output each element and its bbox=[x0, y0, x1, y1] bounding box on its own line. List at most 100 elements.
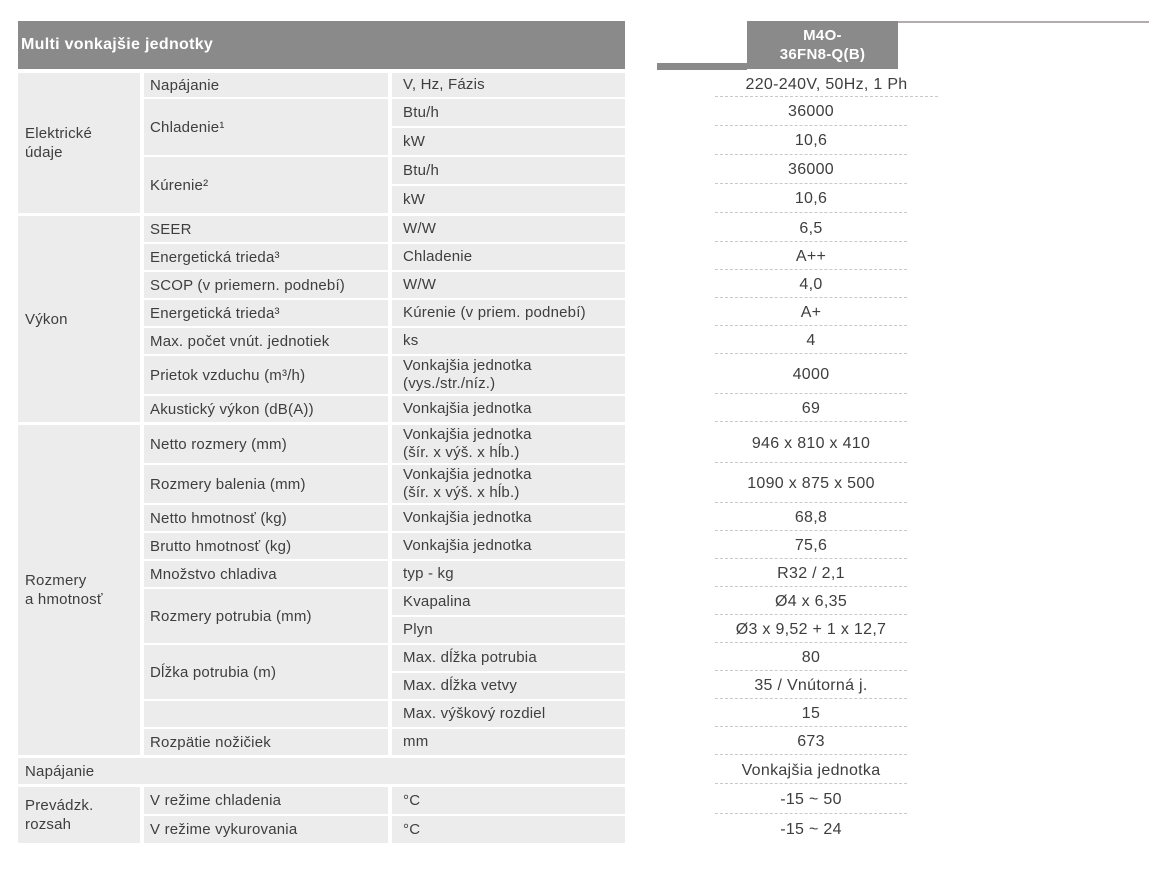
spec-value: 10,6 bbox=[715, 128, 907, 155]
spec-value: Vonkajšia jednotka bbox=[715, 758, 907, 784]
unit-text: Kvapalina bbox=[403, 593, 471, 610]
row-label: Chladenie¹ bbox=[144, 99, 388, 155]
unit-cell: °C bbox=[392, 787, 625, 814]
unit-text: V, Hz, Fázis bbox=[403, 76, 485, 93]
value-cell: 68,8 bbox=[629, 505, 940, 531]
group-label: Rozmery bbox=[25, 572, 87, 589]
section-prevadzkovy-rozsah: Prevádzk. rozsah V režime chladenia °C -… bbox=[18, 787, 940, 843]
spec-value: 10,6 bbox=[715, 186, 907, 213]
spec-value: 4,0 bbox=[715, 272, 907, 298]
unit-cell: Kvapalina bbox=[392, 589, 625, 615]
row-label-text: Kúrenie² bbox=[150, 176, 209, 194]
row-label-text: Dĺžka potrubia (m) bbox=[150, 663, 277, 681]
unit-cell: mm bbox=[392, 729, 625, 755]
value-cell: A++ bbox=[629, 244, 940, 270]
value-cell: -15 ~ 24 bbox=[629, 816, 940, 843]
unit-cell: kW bbox=[392, 186, 625, 213]
value-cell: 15 bbox=[629, 701, 940, 727]
row-label-text: Chladenie¹ bbox=[150, 118, 225, 136]
unit-text-line2: (vys./str./níz.) bbox=[403, 375, 496, 392]
spec-value: 69 bbox=[715, 396, 907, 422]
unit-text-line2: (šír. x výš. x hĺb.) bbox=[403, 444, 520, 461]
spec-value: Ø4 x 6,35 bbox=[715, 589, 907, 615]
spec-value: -15 ~ 50 bbox=[715, 787, 907, 814]
unit-cell: Vonkajšia jednotka bbox=[392, 533, 625, 559]
spec-value: -15 ~ 24 bbox=[780, 820, 842, 838]
section-napajanie: Napájanie Vonkajšia jednotka bbox=[18, 758, 940, 784]
row-label: Dĺžka potrubia (m) bbox=[144, 645, 388, 699]
value-cell: Ø4 x 6,35 bbox=[629, 589, 940, 615]
group-cell-merged: Napájanie bbox=[18, 758, 625, 784]
group-label: a hmotnosť bbox=[25, 591, 103, 608]
row-label: SCOP (v priemern. podnebí) bbox=[144, 272, 388, 298]
row-label: Rozmery balenia (mm) bbox=[144, 465, 388, 503]
unit-text: Kúrenie (v priem. podnebí) bbox=[403, 304, 586, 321]
row-label-text: Netto hmotnosť (kg) bbox=[150, 509, 287, 527]
row-label: Netto rozmery (mm) bbox=[144, 425, 388, 463]
spec-table: Elektrické údaje Napájanie V, Hz, Fázis … bbox=[18, 73, 940, 843]
value-cell: Ø3 x 9,52 + 1 x 12,7 bbox=[629, 617, 940, 643]
group-label: Výkon bbox=[25, 310, 68, 328]
spec-value: 946 x 810 x 410 bbox=[715, 425, 907, 463]
value-cell: -15 ~ 50 bbox=[629, 787, 940, 814]
row-label: Rozpätie nožičiek bbox=[144, 729, 388, 755]
section-rozmery-a-hmotnost: Rozmery a hmotnosť Netto rozmery (mm) Vo… bbox=[18, 425, 940, 755]
unit-text: Btu/h bbox=[403, 161, 440, 179]
unit-text: Vonkajšia jednotka bbox=[403, 466, 532, 483]
unit-text: ks bbox=[403, 332, 419, 349]
unit-cell: Max. dĺžka vetvy bbox=[392, 673, 625, 699]
unit-cell: Vonkajšia jednotka (šír. x výš. x hĺb.) bbox=[392, 425, 625, 463]
value-cell: 6,5 bbox=[629, 216, 940, 242]
value-cell: 4 bbox=[629, 328, 940, 354]
group-label: rozsah bbox=[25, 816, 72, 833]
unit-text: Max. výškový rozdiel bbox=[403, 705, 546, 722]
unit-cell: ks bbox=[392, 328, 625, 354]
group-cell: Výkon bbox=[18, 216, 140, 422]
row-label: Energetická trieda³ bbox=[144, 244, 388, 270]
value-cell: 80 bbox=[629, 645, 940, 671]
value-cell: 10,6 bbox=[629, 128, 940, 155]
unit-text: Vonkajšia jednotka bbox=[403, 537, 532, 554]
spec-value: A+ bbox=[715, 300, 907, 326]
unit-text: Vonkajšia jednotka bbox=[403, 426, 532, 443]
row-label: Napájanie bbox=[144, 73, 388, 97]
spec-value: 4 bbox=[715, 328, 907, 354]
value-cell: 36000 bbox=[629, 157, 940, 184]
unit-text: Plyn bbox=[403, 621, 433, 638]
row-label: Netto hmotnosť (kg) bbox=[144, 505, 388, 531]
row-label-text: V režime vykurovania bbox=[150, 821, 298, 838]
unit-text: W/W bbox=[403, 220, 437, 237]
row-label-text: Energetická trieda³ bbox=[150, 248, 280, 266]
unit-cell: Max. výškový rozdiel bbox=[392, 701, 625, 727]
row-label-text: Netto rozmery (mm) bbox=[150, 435, 287, 453]
unit-text: °C bbox=[403, 820, 421, 838]
spec-value: 68,8 bbox=[715, 505, 907, 531]
spec-value: 35 / Vnútorná j. bbox=[715, 673, 907, 699]
row-label-text: SCOP (v priemern. podnebí) bbox=[150, 276, 346, 294]
unit-text: Max. dĺžka vetvy bbox=[403, 677, 518, 694]
row-label: Akustický výkon (dB(A)) bbox=[144, 396, 388, 422]
unit-cell: Kúrenie (v priem. podnebí) bbox=[392, 300, 625, 326]
unit-text: W/W bbox=[403, 276, 437, 293]
unit-text-line2: (šír. x výš. x hĺb.) bbox=[403, 484, 520, 501]
unit-cell: Btu/h bbox=[392, 99, 625, 126]
unit-cell: Vonkajšia jednotka (šír. x výš. x hĺb.) bbox=[392, 465, 625, 503]
spec-value: 15 bbox=[715, 701, 907, 727]
row-label-text: V režime chladenia bbox=[150, 792, 282, 809]
spec-value: 220-240V, 50Hz, 1 Ph bbox=[715, 73, 938, 97]
unit-cell: Max. dĺžka potrubia bbox=[392, 645, 625, 671]
value-cell: 673 bbox=[629, 729, 940, 755]
unit-text: Vonkajšia jednotka bbox=[403, 400, 532, 417]
header-bar-stub bbox=[657, 63, 747, 70]
spec-value: Ø3 x 9,52 + 1 x 12,7 bbox=[715, 617, 907, 643]
value-cell: 75,6 bbox=[629, 533, 940, 559]
row-label: Energetická trieda³ bbox=[144, 300, 388, 326]
unit-cell: W/W bbox=[392, 272, 625, 298]
row-label: Množstvo chladiva bbox=[144, 561, 388, 587]
unit-cell: Vonkajšia jednotka bbox=[392, 396, 625, 422]
value-cell: 35 / Vnútorná j. bbox=[629, 673, 940, 699]
row-label-text: Množstvo chladiva bbox=[150, 565, 277, 583]
row-label: Max. počet vnút. jednotiek bbox=[144, 328, 388, 354]
unit-cell: kW bbox=[392, 128, 625, 155]
